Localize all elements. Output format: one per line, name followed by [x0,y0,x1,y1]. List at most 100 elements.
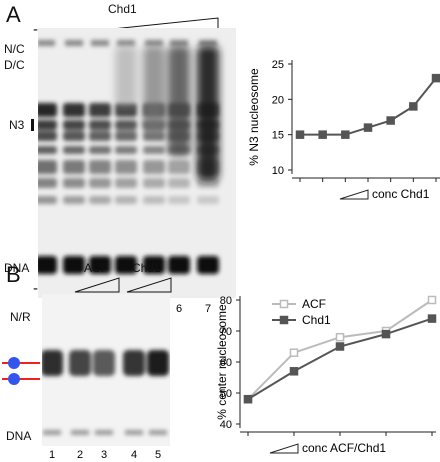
gel-band [63,131,85,141]
y-tick-label: 25 [272,59,284,71]
nucleosome-icon [8,357,20,369]
gel-band [168,160,190,174]
y-tick-label: 10 [272,165,284,177]
gel-band [38,196,57,204]
y-tick-label: 80 [220,295,232,307]
data-point [243,394,253,404]
band-label-nr: N/R [10,310,31,324]
data-point [431,73,440,83]
data-point [335,332,345,342]
data-point [363,123,373,132]
y-tick-label: 15 [272,130,284,142]
gel-band [115,120,137,130]
gel-band [89,103,111,117]
gel-band [115,131,137,141]
chd1-title-b: Chd1 [132,261,161,275]
n3-marker [31,119,34,131]
gel-band [63,160,85,174]
lane-numbers-b: 1 2 3 4 5 [49,449,161,461]
concentration-wedge [269,443,299,454]
gel-image-b [42,294,170,446]
gel-band [95,430,113,435]
series-line [247,317,433,401]
gel-band [115,256,137,274]
gel-well [199,40,217,46]
legend-marker [279,315,289,325]
chart-center-nucleosome: 40 50 60 70 80% center nucleosome conc ACF/Ch… [215,295,437,455]
gel-image-a [38,28,236,298]
gel-band [71,430,89,435]
chart-n3-nucleosome: 10 15 20 25 % N3 nucleosome conc Chd1 [247,59,440,201]
gel-well [91,40,109,46]
gel-band [63,103,85,117]
data-point [295,130,305,139]
gel-band [115,146,137,154]
gel-smear [168,46,190,156]
gel-band [38,256,57,274]
nucleosome-position-diagram [2,357,40,385]
gel-smear [115,46,137,106]
gel-band [38,120,57,130]
band-label-dna-a: DNA [4,261,30,275]
gel-band [168,196,190,204]
gel-band [143,160,165,174]
gel-band [149,430,167,435]
gel-band [125,430,143,435]
y-axis-label: % N3 nucleosome [247,68,261,166]
y-tick-label: 40 [220,419,232,431]
gel-band [38,160,57,174]
chd1-wedge [126,277,172,293]
gel-band [123,350,145,376]
gel-band [63,196,85,204]
lane-number: 2 [77,449,83,461]
gel-band [63,120,85,130]
gel-well [145,40,163,46]
minus-label-b: - [33,280,38,297]
gel-band [143,131,165,141]
acf-title-b: ACF [84,261,108,275]
band-label-dna-b: DNA [6,429,32,443]
gel-band [38,146,57,154]
gel-band [38,103,57,117]
gel-band [143,256,165,274]
data-point [289,367,299,376]
data-point [381,329,391,339]
gel-band [89,131,111,141]
legend-entry: ACF [302,297,326,311]
lane-number: 1 [49,449,55,461]
gel-band [63,256,85,274]
y-tick-label: 50 [220,388,232,400]
data-point [427,314,437,323]
data-point [335,342,345,351]
legend-entry: Chd1 [302,313,331,327]
lane-number: 6 [176,303,182,315]
gel-band [69,350,91,376]
gel-band [89,146,111,154]
gel-band [93,350,115,376]
gel-band [168,178,190,188]
lane-number: 3 [101,449,107,461]
concentration-wedges-b [74,277,172,293]
y-tick-label: 60 [220,357,232,369]
y-axis-label: % center nucleosome [215,304,229,420]
acf-wedge [74,277,120,293]
gel-band [115,178,137,188]
lane-number: 7 [205,303,211,315]
gel-well [65,40,83,46]
legend-marker [279,299,289,309]
gel-band [42,350,63,376]
nucleosome-icon [8,373,20,385]
gel-well [170,40,188,46]
gel-band [143,178,165,188]
gel-band [147,350,169,376]
gel-smear [197,46,219,181]
x-axis-label: conc Chd1 [372,187,430,201]
gel-band [63,178,85,188]
data-point [318,130,327,139]
gel-band [197,256,219,274]
y-tick-label: 70 [220,326,232,338]
gel-band [43,430,61,435]
gel-band [143,196,165,204]
gel-band [115,160,137,174]
gel-band [89,120,111,130]
